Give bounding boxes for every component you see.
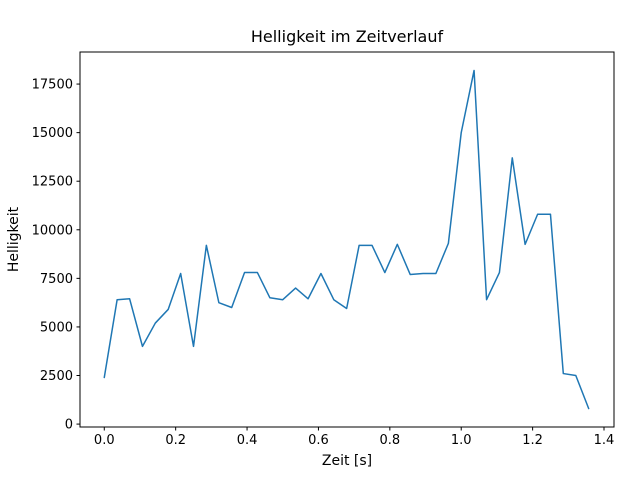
x-tick-label: 0.2 [165,433,186,448]
y-tick-label: 12500 [32,175,73,190]
x-tick-label: 0.4 [237,433,258,448]
x-tick-label: 1.4 [594,433,615,448]
data-layer [103,69,590,410]
x-tick-label: 1.0 [451,433,472,448]
y-tick-label: 17500 [32,78,73,93]
y-axis-label: Helligkeit [6,206,22,272]
y-tick-label: 7500 [40,272,73,287]
data-line [103,69,590,410]
x-tick-label: 0.8 [379,433,400,448]
y-tick-label: 2500 [40,369,73,384]
x-tick-label: 0.0 [94,433,115,448]
x-axis-label: Zeit [s] [322,453,372,469]
x-tick-label: 0.6 [308,433,329,448]
axes-layer: 0.0 0.2 0.4 0.6 0.8 1.0 1.2 1.4 0 2500 5000 7500 100… [32,51,615,448]
y-tick-label: 10000 [32,223,73,238]
y-tick-label: 0 [65,418,73,433]
axes-frame [79,51,615,428]
y-tick-label: 15000 [32,126,73,141]
chart-title: Helligkeit im Zeitverlauf [251,27,444,46]
y-tick-label: 5000 [40,320,73,335]
x-tick-label: 1.2 [522,433,543,448]
